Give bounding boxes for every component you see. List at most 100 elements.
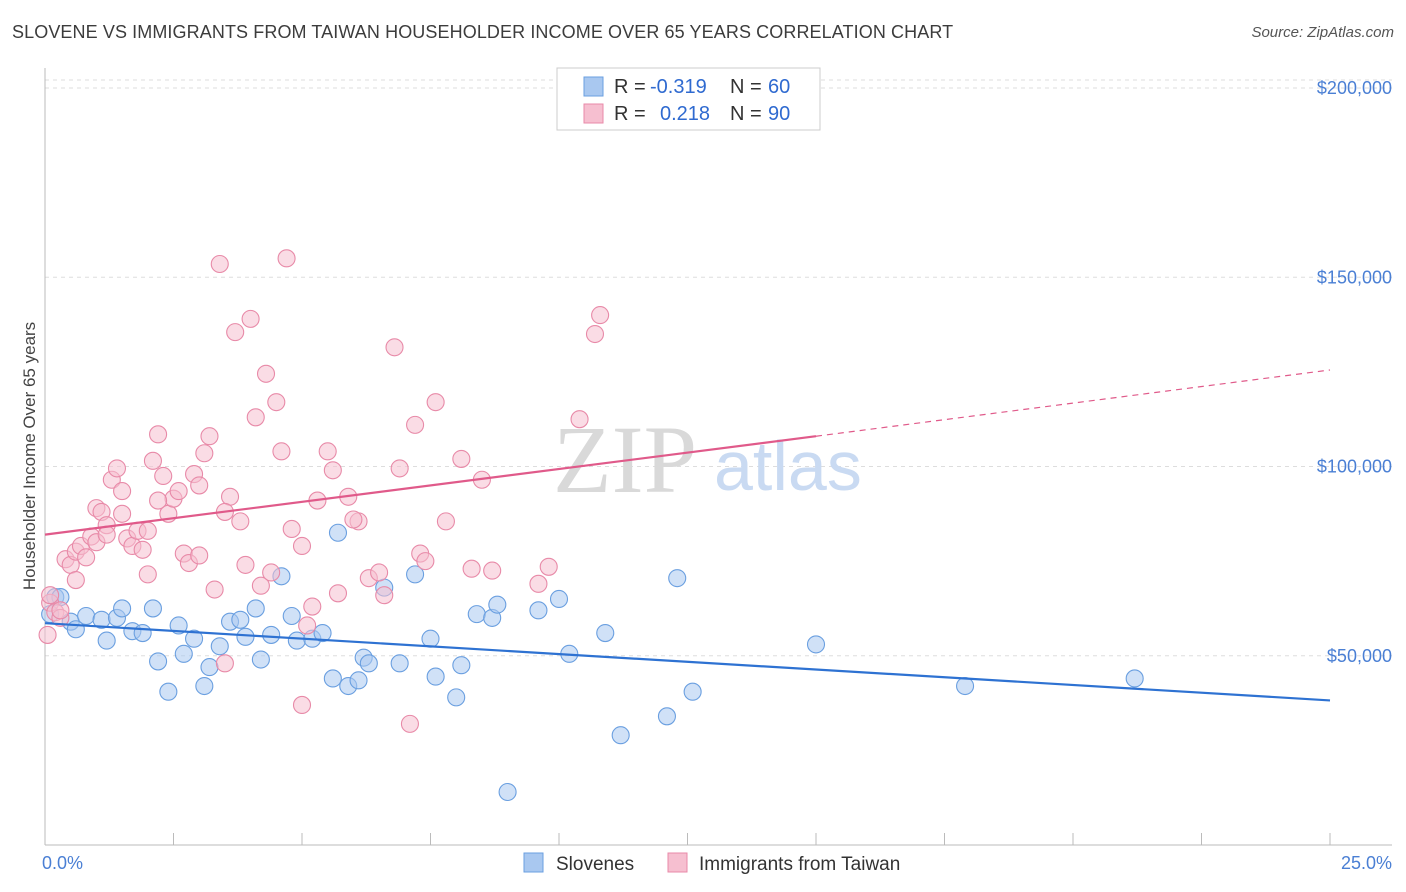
taiwan-point (426, 393, 445, 412)
taiwan-point (436, 512, 455, 531)
taiwan-point (138, 565, 157, 584)
y-tick-label: $50,000 (1327, 646, 1392, 666)
taiwan-point (133, 540, 152, 559)
axes (44, 68, 1392, 846)
legend-r-value-1: -0.319 (650, 76, 707, 98)
bottom-legend-swatch-slovenes (523, 852, 544, 873)
taiwan-point (226, 323, 245, 342)
taiwan-point (292, 695, 312, 715)
bottom-legend-swatch-taiwan (667, 852, 688, 873)
taiwan-point (452, 449, 471, 468)
taiwan-point (298, 616, 317, 635)
source-label: Source: ZipAtlas.com (1251, 24, 1394, 41)
taiwan-point (113, 482, 132, 501)
taiwan-point (375, 586, 394, 605)
slovenes-point (426, 667, 445, 686)
x-tick-label-start: 0.0% (42, 853, 83, 873)
legend-n-value-2: 90 (768, 103, 790, 125)
y-tick-label: $150,000 (1317, 267, 1392, 287)
slovenes-point (596, 623, 615, 643)
slovenes-point (498, 782, 517, 802)
taiwan-point (200, 427, 219, 446)
taiwan-point (236, 555, 255, 574)
slovenes-point (169, 616, 188, 635)
taiwan-point (262, 563, 281, 582)
taiwan-point (344, 510, 363, 529)
slovenes-point (262, 625, 281, 644)
slovenes-point (359, 654, 378, 673)
taiwan-point (220, 487, 240, 506)
taiwan-point (256, 364, 276, 383)
bottom-legend-taiwan: Immigrants from Taiwan (699, 854, 900, 875)
taiwan-point (400, 714, 419, 733)
slovenes-point (287, 631, 306, 650)
taiwan-point (282, 519, 301, 539)
taiwan-point (97, 525, 116, 544)
legend-swatch-pink (583, 103, 604, 124)
chart-title: SLOVENE VS IMMIGRANTS FROM TAIWAN HOUSEH… (12, 22, 954, 42)
taiwan-point (370, 563, 389, 582)
slovenes-point (529, 601, 548, 620)
slovenes-point (467, 605, 486, 624)
taiwan-point (416, 552, 435, 571)
slovenes-point (282, 606, 301, 626)
taiwan-point (154, 466, 173, 486)
slovenes-point (349, 671, 368, 690)
taiwan-point (231, 512, 250, 531)
taiwan-trend-line (44, 435, 817, 536)
taiwan-point (246, 408, 265, 427)
taiwan-point (585, 324, 605, 344)
slovenes-point (143, 599, 162, 618)
y-tick-label: $200,000 (1317, 78, 1392, 98)
y-tick-labels: $50,000 $100,000 $150,000 $200,000 (1317, 78, 1392, 666)
taiwan-trend-extension (815, 369, 1331, 437)
taiwan-point (169, 482, 188, 501)
slovenes-point (549, 589, 569, 609)
taiwan-point (215, 654, 234, 673)
slovenes-point (185, 629, 204, 648)
slovenes-point (210, 637, 229, 656)
slovenes-point (421, 629, 440, 648)
taiwan-point (195, 444, 214, 463)
slovenes-point (328, 523, 348, 542)
slovenes-point (683, 682, 702, 701)
x-tick-label-end: 25.0% (1341, 853, 1392, 873)
slovenes-point (113, 599, 132, 618)
taiwan-point (107, 459, 127, 478)
slovenes-point (657, 707, 676, 726)
taiwan-point (210, 254, 229, 274)
slovenes-point (668, 569, 687, 588)
taiwan-point (77, 548, 96, 567)
taiwan-point (138, 521, 157, 540)
taiwan-point (529, 574, 548, 593)
taiwan-point (406, 415, 425, 434)
slovenes-point (149, 652, 168, 671)
slovenes-point (1125, 669, 1144, 688)
bottom-legend-slovenes: Slovenes (556, 854, 634, 875)
taiwan-point (591, 306, 610, 325)
slovenes-point (77, 606, 96, 626)
taiwan-point (38, 625, 57, 644)
legend-n-label-2: N = (730, 103, 762, 125)
slovenes-point (956, 676, 975, 696)
taiwan-point (303, 597, 322, 616)
slovenes-point (159, 682, 178, 701)
taiwan-point (539, 557, 558, 576)
slovenes-point (806, 635, 826, 654)
taiwan-point (241, 309, 260, 328)
y-tick-label: $100,000 (1317, 457, 1392, 477)
taiwan-point (267, 393, 286, 412)
legend-swatch-blue (583, 76, 604, 97)
slovenes-point (246, 599, 265, 618)
taiwan-point (483, 561, 502, 580)
scatter-points (38, 249, 1144, 802)
taiwan-point (51, 601, 70, 620)
slovenes-point (174, 644, 193, 663)
bottom-legend: Slovenes Immigrants from Taiwan (523, 852, 900, 875)
slovenes-point (452, 656, 471, 675)
slovenes-point (97, 631, 116, 650)
slovenes-point (390, 654, 409, 673)
slovenes-point (133, 623, 152, 643)
slovenes-point (323, 669, 342, 688)
